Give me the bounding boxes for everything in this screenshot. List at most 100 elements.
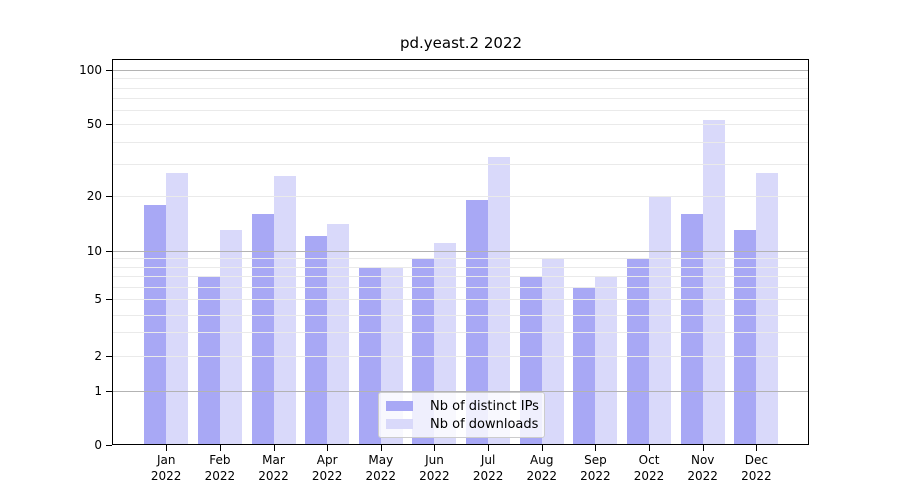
x-axis-tick-nov — [702, 445, 704, 451]
x-axis-tick-jun — [434, 445, 436, 451]
minor-gridline-3 — [113, 331, 809, 333]
x-axis-label-jul: Jul 2022 — [456, 452, 520, 484]
bar-downloads-apr — [327, 224, 350, 445]
minor-gridline-60 — [113, 110, 809, 112]
bar-downloads-nov — [702, 119, 725, 445]
x-axis-tick-jan — [166, 445, 168, 451]
minor-gridline-80 — [113, 87, 809, 89]
y-axis-tick-10 — [106, 250, 112, 252]
x-axis-label-oct: Oct 2022 — [617, 452, 681, 484]
minor-gridline-30 — [113, 164, 809, 166]
major-gridline-10 — [113, 250, 809, 252]
year-label: 2022 — [741, 469, 772, 483]
bar-distinct-ips-nov — [680, 213, 703, 445]
x-axis-tick-oct — [649, 445, 651, 451]
x-axis-label-dec: Dec 2022 — [724, 452, 788, 484]
x-axis-label-may: May 2022 — [349, 452, 413, 484]
y-axis-tick-100 — [106, 70, 112, 71]
x-axis-label-aug: Aug 2022 — [510, 452, 574, 484]
month-label: Apr — [316, 453, 338, 467]
year-label: 2022 — [204, 469, 236, 483]
minor-gridline-90 — [113, 78, 809, 80]
x-axis-tick-jul — [488, 445, 490, 451]
bar-downloads-oct — [649, 196, 672, 445]
month-label: Feb — [209, 453, 231, 467]
month-label: Nov — [690, 453, 715, 467]
minor-gridline-50 — [113, 124, 809, 126]
major-gridline-1 — [113, 390, 809, 392]
legend-label-downloads: Nb of downloads — [430, 416, 539, 432]
bar-downloads-feb — [219, 230, 242, 445]
legend: Nb of distinct IPs Nb of downloads — [378, 392, 545, 438]
year-label: 2022 — [580, 469, 611, 483]
chart-title: pd.yeast.2 2022 — [399, 34, 523, 52]
x-axis-tick-dec — [756, 445, 758, 451]
month-label: Dec — [744, 453, 768, 467]
year-label: 2022 — [472, 469, 504, 483]
y-axis-label-10: 10 — [86, 243, 102, 258]
month-label: Oct — [638, 453, 660, 467]
bar-distinct-ips-dec — [734, 230, 757, 445]
y-axis-label-2: 2 — [94, 348, 102, 363]
bar-distinct-ips-mar — [251, 213, 274, 445]
x-axis-label-nov: Nov 2022 — [671, 452, 735, 484]
month-label: Aug — [530, 453, 554, 467]
x-axis-tick-sep — [595, 445, 597, 451]
year-label: 2022 — [687, 469, 718, 483]
bar-distinct-ips-feb — [197, 276, 220, 445]
year-label: 2022 — [633, 469, 665, 483]
bar-distinct-ips-jan — [144, 204, 167, 445]
bar-distinct-ips-oct — [627, 258, 650, 445]
minor-gridline-40 — [113, 141, 809, 143]
month-label: Sep — [584, 453, 607, 467]
minor-gridline-7 — [113, 276, 809, 277]
y-axis-tick-2 — [106, 355, 112, 357]
year-label: 2022 — [419, 469, 450, 483]
x-axis-label-mar: Mar 2022 — [242, 452, 306, 484]
legend-swatch-downloads-icon — [386, 419, 413, 429]
x-axis-tick-apr — [327, 445, 329, 451]
y-axis-tick-0 — [106, 445, 112, 446]
bar-downloads-dec — [756, 172, 779, 445]
year-label: 2022 — [311, 469, 343, 483]
bar-downloads-aug — [541, 258, 564, 445]
x-axis-tick-mar — [273, 445, 275, 451]
y-axis-label-5: 5 — [94, 292, 102, 306]
month-label: May — [368, 453, 394, 467]
minor-gridline-4 — [113, 315, 809, 316]
y-axis-tick-50 — [106, 124, 112, 126]
minor-gridline-70 — [113, 97, 809, 99]
y-axis-tick-20 — [106, 196, 112, 198]
x-axis-label-jun: Jun 2022 — [402, 452, 466, 484]
minor-gridline-6 — [113, 287, 809, 288]
legend-item-distinct-ips: Nb of distinct IPs — [386, 397, 539, 415]
year-label: 2022 — [150, 469, 182, 483]
minor-gridline-20 — [113, 196, 809, 198]
bar-distinct-ips-jul — [466, 200, 489, 445]
legend-item-downloads: Nb of downloads — [386, 415, 539, 433]
minor-gridline-2 — [113, 355, 809, 357]
year-label: 2022 — [365, 469, 397, 483]
y-axis-tick-5 — [106, 299, 112, 300]
y-axis-tick-1 — [106, 390, 112, 392]
x-axis-tick-aug — [541, 445, 543, 451]
x-axis-label-jan: Jan 2022 — [134, 452, 198, 484]
bar-distinct-ips-apr — [305, 236, 328, 445]
bar-downloads-jul — [488, 157, 511, 445]
legend-label-distinct-ips: Nb of distinct IPs — [430, 398, 539, 414]
y-axis-label-1: 1 — [94, 383, 102, 398]
x-axis-tick-may — [380, 445, 382, 451]
bar-downloads-mar — [273, 175, 296, 445]
month-label: Jun — [425, 453, 444, 467]
month-label: Mar — [262, 453, 285, 467]
bar-distinct-ips-sep — [573, 287, 596, 445]
y-axis-label-50: 50 — [86, 117, 102, 132]
bar-downloads-jan — [166, 172, 189, 445]
year-label: 2022 — [526, 469, 558, 483]
year-label: 2022 — [258, 469, 289, 483]
y-axis-label-0: 0 — [94, 438, 102, 452]
bar-downloads-sep — [595, 276, 618, 445]
x-axis-label-sep: Sep 2022 — [563, 452, 627, 484]
major-gridline-100 — [113, 70, 809, 71]
